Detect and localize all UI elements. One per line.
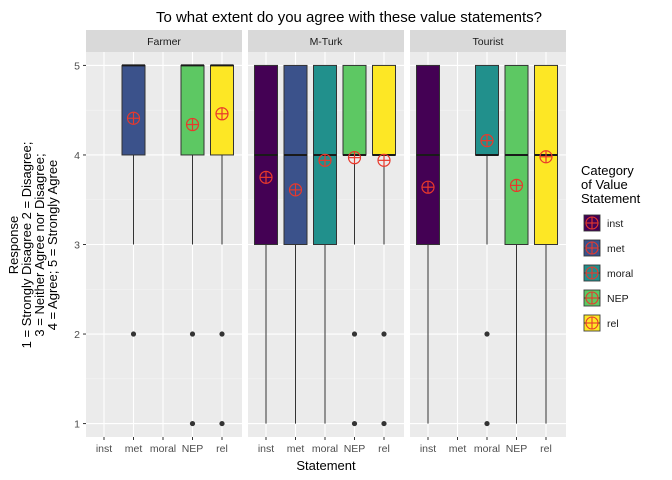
x-tick-label: inst [96,443,112,455]
x-tick-label: NEP [182,443,204,455]
box-NEP [342,64,367,156]
outlier-point [351,331,358,337]
x-tick-label: rel [540,443,552,455]
outlier-point [484,331,490,337]
mean-marker-moral [480,134,494,148]
x-tick-label: met [449,443,467,455]
mean-marker-NEP [509,178,524,193]
y-axis-title-line: 1 = Strongly Disagree 2 = Disagree; [19,142,34,349]
x-axis-title: Statement [296,458,356,473]
y-axis-title-line: 4 = Agree; 5 = Strongly Agree [45,160,60,331]
x-tick-label: rel [216,443,228,455]
outlier-point [219,420,225,427]
legend-label-inst: inst [607,218,623,230]
y-axis-title-line: 3 = Neither Agree nor Disagree; [32,153,47,336]
x-tick-label: moral [312,443,338,455]
facet-label-farmer: Farmer [147,36,181,48]
mean-marker-met [288,183,303,197]
x-tick-label: NEP [344,443,366,455]
outlier-point [130,331,137,337]
x-tick-label: NEP [506,443,528,455]
outlier-point [381,331,387,337]
mean-marker-moral [318,153,332,167]
legend-label-rel: rel [607,318,619,330]
x-tick-label: rel [378,443,390,455]
legend-title-line: Category [581,163,634,178]
facet-strip-farmer [86,30,242,52]
x-tick-label: met [125,443,143,455]
legend-label-met: met [607,243,625,255]
mean-marker-NEP [347,151,362,165]
box-rel [372,64,396,156]
box-NEP [180,64,205,156]
facet-strip-tourist [410,30,566,52]
x-tick-label: moral [474,443,500,455]
mean-marker-inst [259,170,273,184]
mean-marker-rel [377,153,391,167]
y-axis-title-line: Response [6,216,21,275]
mean-marker-rel [215,107,229,121]
chart-title: To what extent do you agree with these v… [156,9,542,26]
x-tick-label: inst [258,443,274,455]
mean-marker-inst [421,180,435,194]
facet-strip-m-turk [248,30,404,52]
outlier-point [484,420,490,427]
legend-label-moral: moral [607,268,633,280]
mean-marker-rel [539,150,553,164]
legend-title-line: of Value [581,177,628,192]
y-tick-label: 1 [74,419,80,431]
outlier-point [189,331,196,337]
y-tick-label: 4 [74,150,80,162]
facet-label-m-turk: M-Turk [310,36,344,48]
facet-label-tourist: Tourist [473,36,504,48]
mean-marker-met [126,111,141,125]
y-tick-label: 3 [74,240,80,252]
legend-title-line: Statement [581,191,641,206]
mean-marker-NEP [185,117,200,132]
x-tick-label: moral [150,443,176,455]
legend-label-NEP: NEP [607,293,629,305]
outlier-point [219,331,225,337]
outlier-point [351,420,358,427]
y-tick-label: 2 [74,329,80,341]
box-met [121,64,146,156]
outlier-point [381,420,387,427]
y-tick-label: 5 [74,60,80,72]
outlier-point [189,420,196,427]
y-axis-title: Response1 = Strongly Disagree 2 = Disagr… [6,142,60,349]
x-tick-label: inst [420,443,436,455]
x-tick-label: met [287,443,305,455]
